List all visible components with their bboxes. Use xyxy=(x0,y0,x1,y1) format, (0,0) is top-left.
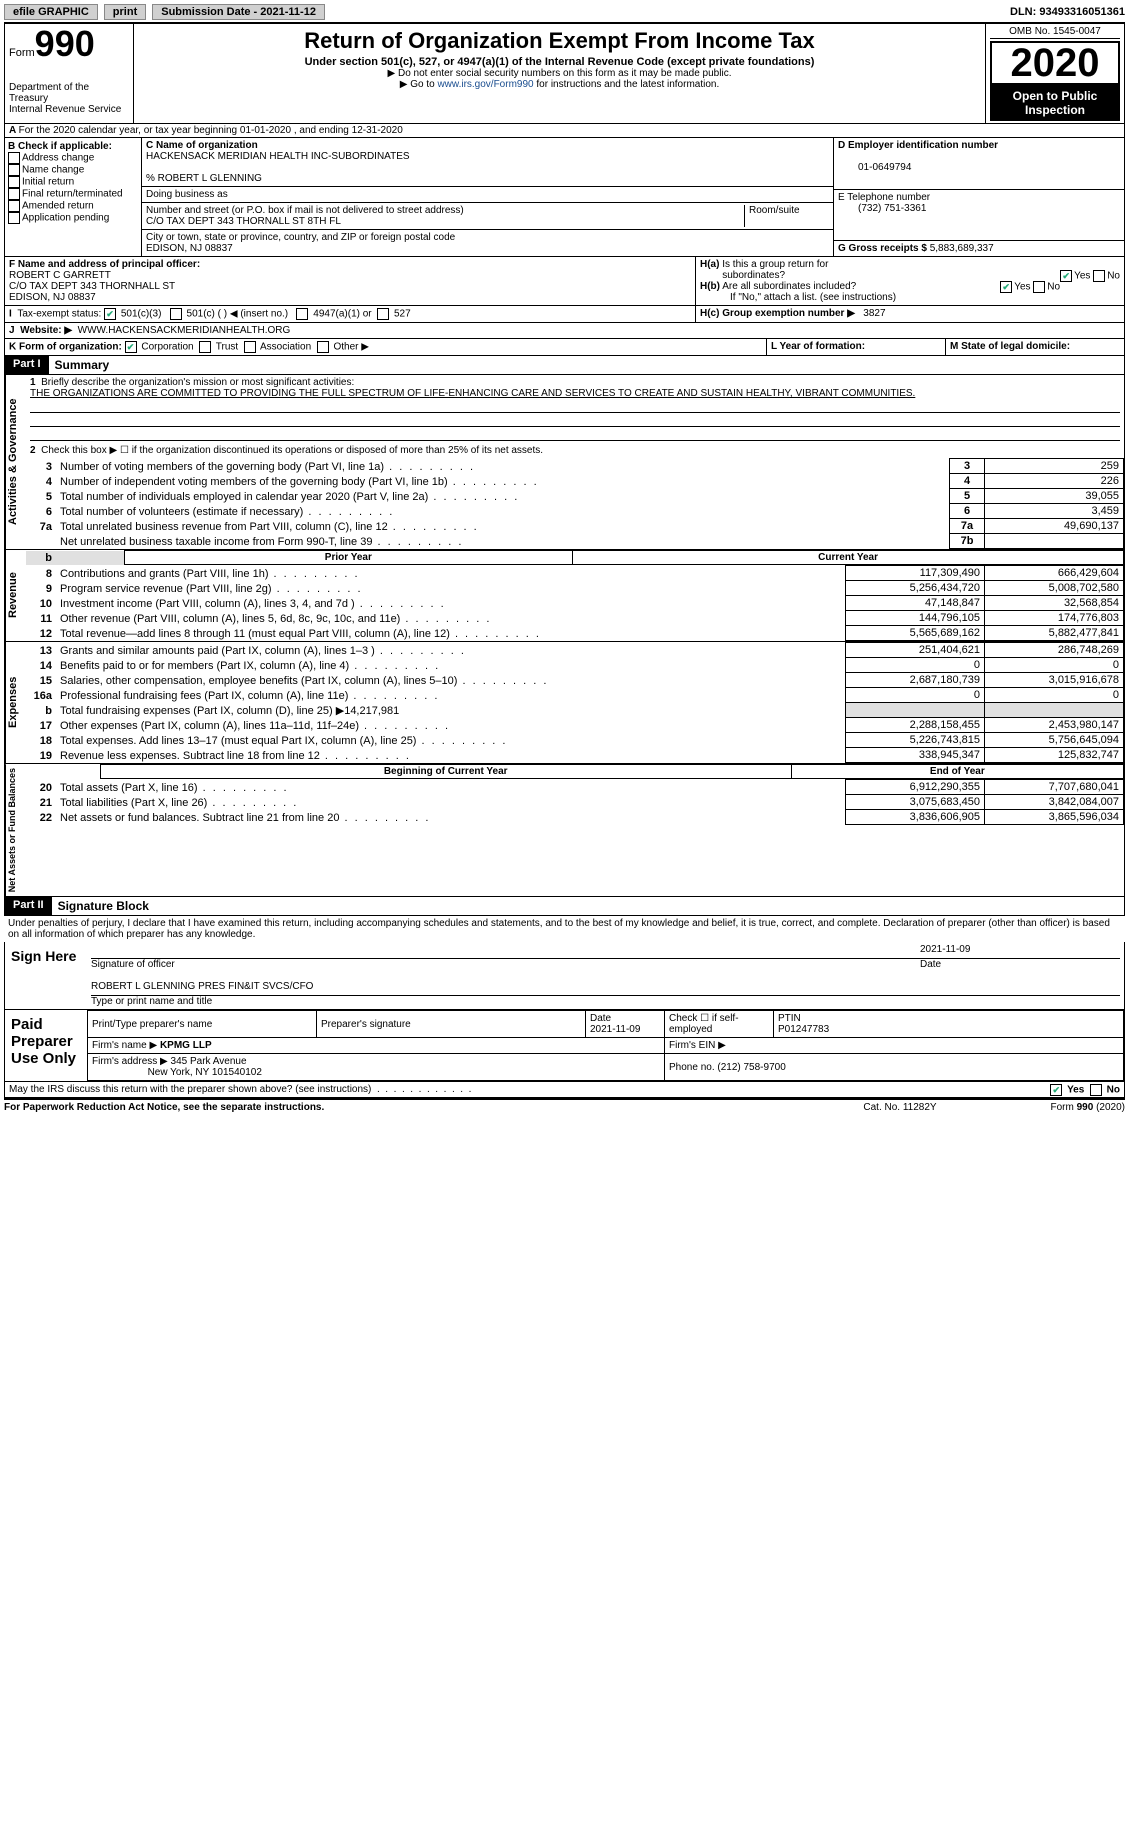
mission: 1 Briefly describe the organization's mi… xyxy=(26,375,1124,443)
footer: For Paperwork Reduction Act Notice, see … xyxy=(4,1098,1125,1113)
dept-label: Department of the Treasury Internal Reve… xyxy=(9,82,129,115)
net-section: Net Assets or Fund Balances Beginning of… xyxy=(4,764,1125,897)
exp-table: 13Grants and similar amounts paid (Part … xyxy=(26,642,1124,763)
omb-number: OMB No. 1545-0047 xyxy=(990,26,1120,39)
vlabel-gov: Activities & Governance xyxy=(5,375,26,549)
vlabel-rev: Revenue xyxy=(5,550,26,641)
line-a: A For the 2020 calendar year, or tax yea… xyxy=(4,124,1125,138)
row-fh: F Name and address of principal officer:… xyxy=(4,257,1125,306)
net-table: 20Total assets (Part X, line 16)6,912,29… xyxy=(26,779,1124,825)
net-head: Beginning of Current YearEnd of Year xyxy=(26,764,1124,779)
entity-block: B Check if applicable: Address change Na… xyxy=(4,138,1125,257)
vlabel-exp: Expenses xyxy=(5,642,26,763)
row-ihc: I Tax-exempt status: 501(c)(3) 501(c) ( … xyxy=(4,306,1125,323)
note-ssn: ▶ Do not enter social security numbers o… xyxy=(138,68,981,79)
col-c: C Name of organizationHACKENSACK MERIDIA… xyxy=(142,138,833,256)
year-cell: OMB No. 1545-0047 2020 Open to Public In… xyxy=(986,24,1124,123)
expense-section: Expenses 13Grants and similar amounts pa… xyxy=(4,642,1125,764)
row-klm: K Form of organization: Corporation Trus… xyxy=(4,339,1125,356)
paid-preparer: Paid Preparer Use Only Print/Type prepar… xyxy=(4,1010,1125,1082)
form-header: Form990 Department of the Treasury Inter… xyxy=(4,22,1125,124)
col-deg: D Employer identification number01-06497… xyxy=(833,138,1124,256)
gov-table: 3Number of voting members of the governi… xyxy=(26,458,1124,549)
dln: DLN: 93493316051361 xyxy=(1010,6,1125,18)
top-bar: efile GRAPHIC print Submission Date - 20… xyxy=(4,4,1125,20)
note-link: ▶ Go to www.irs.gov/Form990 for instruct… xyxy=(138,79,981,90)
tax-year: 2020 xyxy=(990,41,1120,85)
rev-table: 8Contributions and grants (Part VIII, li… xyxy=(26,565,1124,641)
print-button[interactable]: print xyxy=(104,4,146,20)
irs-link[interactable]: www.irs.gov/Form990 xyxy=(437,79,533,90)
sign-here: Sign Here Signature of officer 2021-11-0… xyxy=(4,942,1125,1010)
title-cell: Return of Organization Exempt From Incom… xyxy=(134,24,986,123)
revenue-section: Revenue bPrior YearCurrent Year 8Contrib… xyxy=(4,550,1125,642)
perjury: Under penalties of perjury, I declare th… xyxy=(4,916,1125,942)
row-j: J Website: ▶ WWW.HACKENSACKMERIDIANHEALT… xyxy=(4,323,1125,339)
rev-head: bPrior YearCurrent Year xyxy=(26,550,1124,565)
col-b: B Check if applicable: Address change Na… xyxy=(5,138,142,256)
form-title: Return of Organization Exempt From Incom… xyxy=(138,28,981,54)
efile-label: efile GRAPHIC xyxy=(4,4,98,20)
submission-date: Submission Date - 2021-11-12 xyxy=(152,4,325,20)
form-number-cell: Form990 Department of the Treasury Inter… xyxy=(5,24,134,123)
subtitle: Under section 501(c), 527, or 4947(a)(1)… xyxy=(138,56,981,68)
part2-bar: Part II Signature Block xyxy=(4,897,1125,916)
vlabel-net: Net Assets or Fund Balances xyxy=(5,764,26,896)
governance-section: Activities & Governance 1 Briefly descri… xyxy=(4,375,1125,550)
discuss-row: May the IRS discuss this return with the… xyxy=(4,1082,1125,1098)
open-public: Open to Public Inspection xyxy=(990,85,1120,121)
part1-bar: Part I Summary xyxy=(4,356,1125,375)
